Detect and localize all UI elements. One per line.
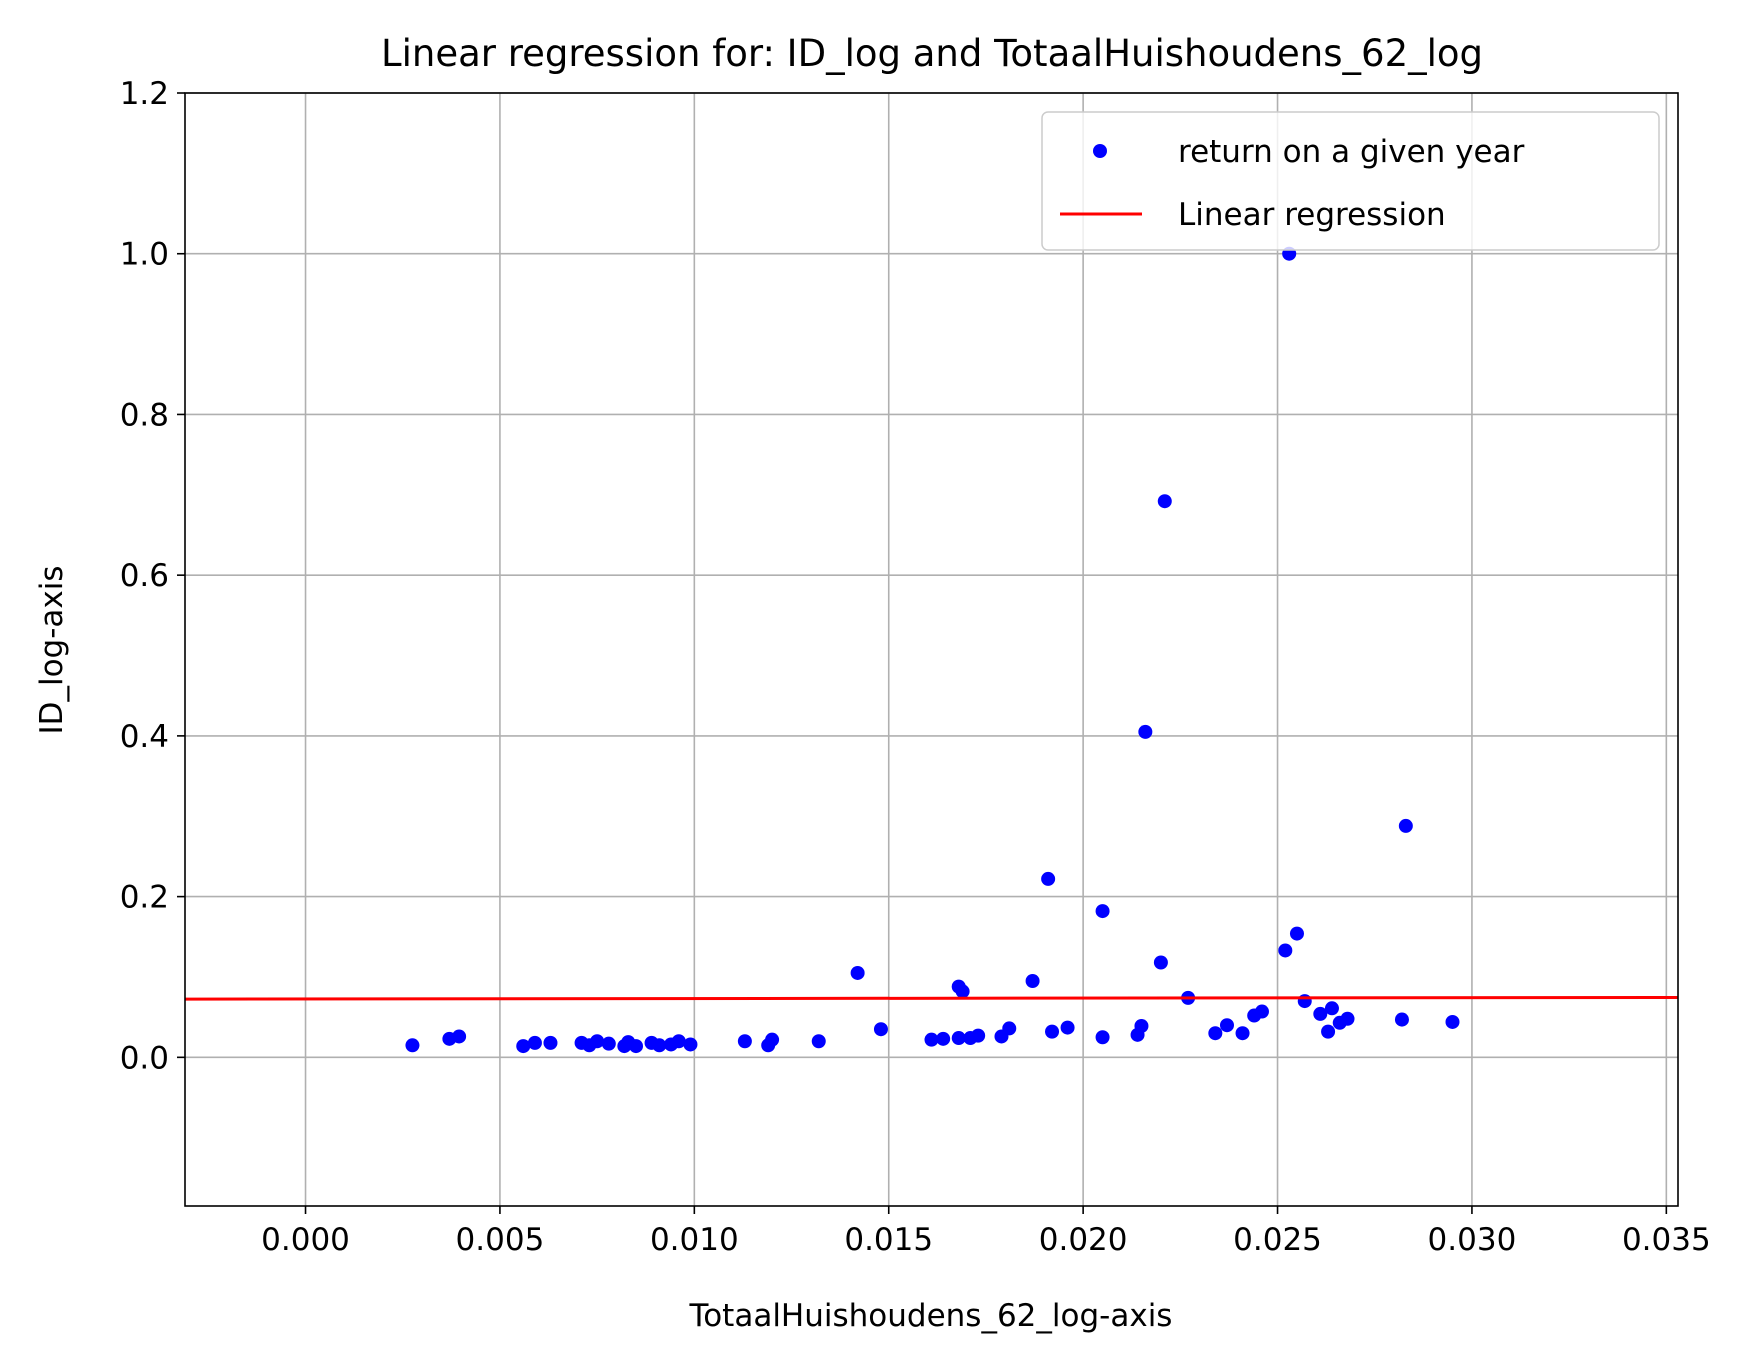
x-tick-label: 0.030 <box>1428 1222 1517 1258</box>
scatter-point <box>924 1032 939 1047</box>
x-tick-label: 0.005 <box>456 1222 545 1258</box>
scatter-point <box>1134 1018 1149 1033</box>
scatter-point <box>955 984 970 999</box>
x-axis-title: TotaalHuishoudens_62_log-axis <box>689 1298 1173 1334</box>
scatter-point <box>1153 955 1168 970</box>
y-tick-label: 0.8 <box>120 397 169 433</box>
scatter-point <box>1324 1001 1339 1016</box>
scatter-point <box>683 1037 698 1052</box>
scatter-point <box>951 1031 966 1046</box>
scatter-point <box>601 1036 616 1051</box>
scatter-point <box>936 1031 951 1046</box>
legend-box <box>1041 111 1660 251</box>
scatter-point <box>1254 1004 1269 1019</box>
scatter-point <box>1060 1020 1075 1035</box>
scatter-point <box>1002 1021 1017 1036</box>
scatter-point <box>1235 1026 1250 1041</box>
legend: return on a given year Linear regression <box>1041 111 1660 251</box>
x-tick-label: 0.020 <box>1039 1222 1128 1258</box>
scatter-point <box>1398 818 1413 833</box>
scatter-point <box>1025 973 1040 988</box>
scatter-point <box>850 965 865 980</box>
scatter-point <box>629 1039 644 1054</box>
legend-label-line: Linear regression <box>1178 197 1446 233</box>
chart-title: Linear regression for: ID_log and Totaal… <box>381 32 1483 75</box>
scatter-point <box>527 1035 542 1050</box>
scatter-point <box>873 1022 888 1037</box>
scatter-point <box>405 1038 420 1053</box>
y-tick-label: 0.2 <box>120 880 169 916</box>
scatter-point <box>765 1032 780 1047</box>
scatter-point <box>737 1034 752 1049</box>
scatter-point <box>1157 494 1172 509</box>
scatter-point <box>1445 1014 1460 1029</box>
scatter-point <box>1313 1006 1328 1021</box>
x-tick-label: 0.000 <box>261 1222 350 1258</box>
y-axis-title: ID_log-axis <box>34 565 70 734</box>
x-tick-label: 0.025 <box>1233 1222 1322 1258</box>
scatter-point <box>1095 1030 1110 1045</box>
scatter-point <box>1321 1024 1336 1039</box>
scatter-point <box>543 1035 558 1050</box>
scatter-point <box>652 1038 667 1053</box>
legend-label-scatter: return on a given year <box>1178 134 1525 170</box>
scatter-point <box>1208 1026 1223 1041</box>
scatter-point <box>452 1029 467 1044</box>
scatter-point <box>590 1034 605 1049</box>
axis-ticks: 0.000 0.005 0.010 0.015 0.020 0.025 0.030 0.035… <box>120 76 1711 1258</box>
scatter-point <box>1289 926 1304 941</box>
scatter-point <box>1340 1011 1355 1026</box>
legend-marker-scatter <box>1093 144 1107 158</box>
plot-data <box>184 246 1679 1054</box>
scatter-point <box>1219 1018 1234 1033</box>
scatter-point <box>1394 1012 1409 1027</box>
scatter-point <box>1297 994 1312 1009</box>
x-tick-label: 0.035 <box>1622 1222 1711 1258</box>
scatter-point <box>1138 724 1153 739</box>
x-tick-label: 0.010 <box>650 1222 739 1258</box>
y-tick-label: 0.4 <box>120 719 169 755</box>
y-tick-label: 0.0 <box>120 1040 169 1076</box>
scatter-point <box>811 1034 826 1049</box>
scatter-point <box>1045 1024 1060 1039</box>
y-tick-label: 0.6 <box>120 558 169 594</box>
x-tick-label: 0.015 <box>844 1222 933 1258</box>
scatter-point <box>516 1039 531 1054</box>
y-tick-label: 1.2 <box>120 76 169 112</box>
scatter-point <box>671 1034 686 1049</box>
scatter-point <box>971 1028 986 1043</box>
y-tick-label: 1.0 <box>120 237 169 273</box>
scatter-point <box>1095 904 1110 919</box>
scatter-point <box>1278 943 1293 958</box>
scatter-point <box>1041 871 1056 886</box>
regression-line <box>184 995 1679 1001</box>
plot-area-frame <box>184 92 1679 1207</box>
